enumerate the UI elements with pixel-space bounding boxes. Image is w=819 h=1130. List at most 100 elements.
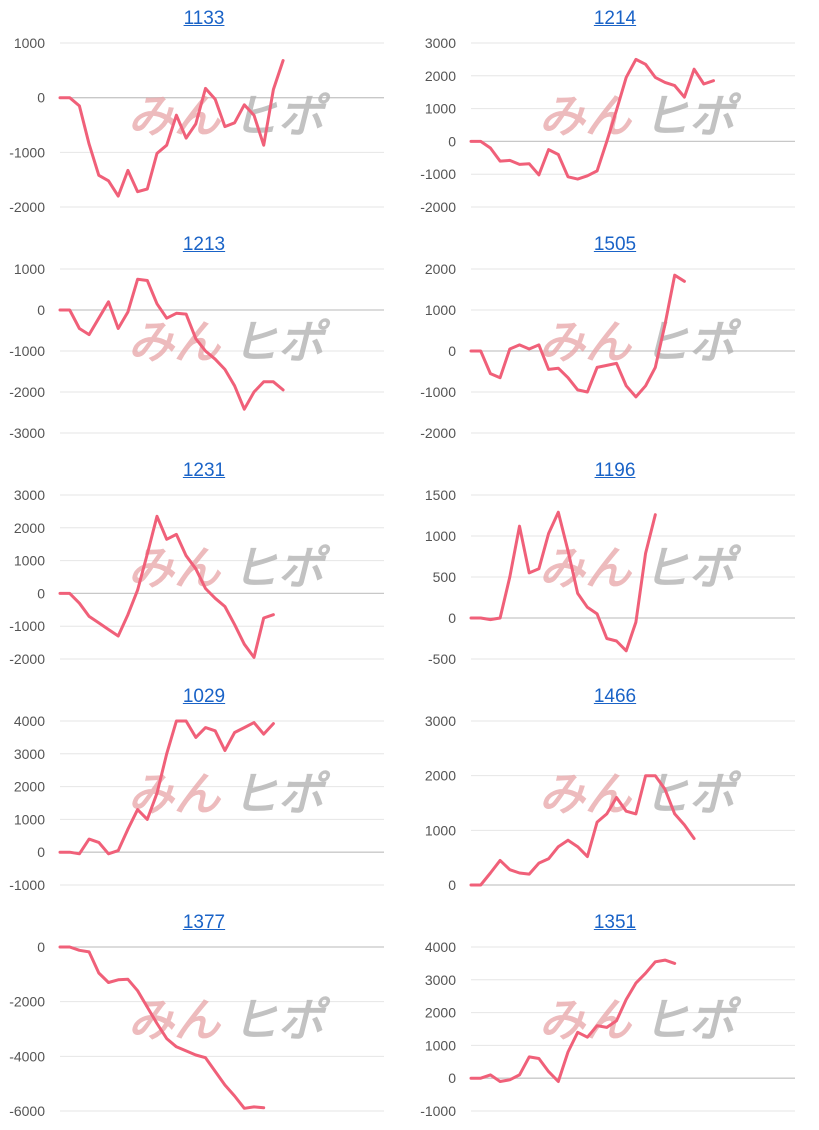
watermark-logo: みん ヒポ bbox=[128, 315, 331, 369]
chart-title-link[interactable]: 1133 bbox=[183, 8, 225, 29]
y-tick-label: 2000 bbox=[425, 68, 456, 84]
y-tick-label: 0 bbox=[37, 844, 45, 860]
svg-text:ヒポ: ヒポ bbox=[643, 541, 742, 595]
series-line bbox=[58, 514, 275, 659]
y-tick-label: 0 bbox=[37, 90, 45, 106]
line-chart: 3000 2000 1000 0 -1000 -2000 みん ヒポ bbox=[9, 487, 384, 667]
line-chart: 1000 0 -1000 -2000 みん ヒポ bbox=[9, 35, 384, 215]
watermark-logo: みん ヒポ bbox=[128, 89, 331, 143]
svg-text:みん: みん bbox=[539, 767, 633, 821]
svg-text:ヒポ: ヒポ bbox=[232, 315, 331, 369]
chart-title-link[interactable]: 1213 bbox=[182, 234, 226, 255]
chart-title-link[interactable]: 1466 bbox=[593, 686, 637, 707]
series-line bbox=[469, 57, 715, 181]
y-tick-label: 500 bbox=[433, 569, 457, 585]
y-tick-label: 0 bbox=[448, 610, 456, 626]
y-tick-label: 1000 bbox=[425, 302, 456, 318]
y-tick-label: -2000 bbox=[420, 425, 456, 441]
line-chart: 1500 1000 500 0 -500 みん ヒポ bbox=[425, 487, 795, 667]
chart-panel-1214: 3000 2000 1000 0 -1000 -2000 みん ヒポ 1214 bbox=[411, 0, 819, 226]
chart-panel-1466: 3000 2000 1000 0 みん ヒポ 1466 bbox=[411, 678, 819, 904]
y-tick-label: 1000 bbox=[14, 35, 45, 51]
chart-title-link[interactable]: 1029 bbox=[182, 686, 226, 707]
watermark-logo: みん ヒポ bbox=[539, 315, 742, 369]
y-tick-label: 3000 bbox=[14, 487, 45, 503]
y-tick-label: -1000 bbox=[420, 1103, 456, 1119]
chart-title-link[interactable]: 1231 bbox=[182, 460, 226, 481]
y-tick-label: 4000 bbox=[14, 713, 45, 729]
watermark-logo: みん ヒポ bbox=[128, 541, 331, 595]
svg-text:みん: みん bbox=[539, 89, 633, 143]
series-line bbox=[58, 719, 275, 856]
svg-text:みん: みん bbox=[539, 993, 633, 1047]
chart-title-link[interactable]: 1351 bbox=[593, 912, 637, 933]
y-tick-label: -2000 bbox=[9, 994, 45, 1010]
y-tick-label: -1000 bbox=[420, 384, 456, 400]
chart-panel-1377: 0 -2000 -4000 -6000 みん ヒポ 1377 bbox=[0, 904, 408, 1130]
y-tick-label: -4000 bbox=[9, 1048, 45, 1064]
chart-panel-1133: 1000 0 -1000 -2000 みん ヒポ 1133 bbox=[0, 0, 408, 226]
y-tick-label: 1000 bbox=[425, 528, 456, 544]
y-tick-label: 1000 bbox=[14, 811, 45, 827]
line-chart: 0 -2000 -4000 -6000 みん ヒポ bbox=[9, 939, 384, 1119]
chart-title-link[interactable]: 1214 bbox=[593, 8, 637, 29]
y-tick-label: -2000 bbox=[9, 651, 45, 667]
y-tick-label: 1500 bbox=[425, 487, 456, 503]
y-tick-label: -6000 bbox=[9, 1103, 45, 1119]
svg-text:ヒポ: ヒポ bbox=[643, 767, 742, 821]
y-tick-label: 0 bbox=[37, 585, 45, 601]
chart-title-link[interactable]: 1196 bbox=[594, 460, 636, 481]
y-tick-label: -500 bbox=[428, 651, 456, 667]
y-tick-label: -2000 bbox=[9, 199, 45, 215]
series-line bbox=[469, 273, 686, 399]
y-tick-label: 3000 bbox=[14, 746, 45, 762]
series-line bbox=[58, 945, 266, 1110]
chart-panel-1231: 3000 2000 1000 0 -1000 -2000 みん ヒポ 1231 bbox=[0, 452, 408, 678]
chart-panel-1196: 1500 1000 500 0 -500 みん ヒポ 1196 bbox=[411, 452, 819, 678]
y-tick-label: -1000 bbox=[420, 166, 456, 182]
chart-panel-1029: 4000 3000 2000 1000 0 -1000 みん ヒポ 1029 bbox=[0, 678, 408, 904]
watermark-logo: みん ヒポ bbox=[539, 541, 742, 595]
chart-title-link[interactable]: 1505 bbox=[593, 234, 637, 255]
chart-panel-1213: 1000 0 -1000 -2000 -3000 みん ヒポ 1213 bbox=[0, 226, 408, 452]
svg-text:ヒポ: ヒポ bbox=[232, 541, 331, 595]
y-tick-label: 2000 bbox=[14, 520, 45, 536]
y-tick-label: -2000 bbox=[9, 384, 45, 400]
y-tick-label: -1000 bbox=[9, 618, 45, 634]
y-tick-label: -2000 bbox=[420, 199, 456, 215]
y-tick-label: 1000 bbox=[425, 822, 456, 838]
y-tick-label: 1000 bbox=[14, 553, 45, 569]
chart-title-link[interactable]: 1377 bbox=[182, 912, 226, 933]
watermark-logo: みん ヒポ bbox=[128, 767, 331, 821]
y-tick-label: 1000 bbox=[14, 261, 45, 277]
line-chart: 2000 1000 0 -1000 -2000 みん ヒポ bbox=[420, 261, 795, 441]
svg-text:ヒポ: ヒポ bbox=[643, 89, 742, 143]
y-tick-label: 0 bbox=[37, 939, 45, 955]
series-line bbox=[469, 958, 677, 1083]
y-tick-label: -3000 bbox=[9, 425, 45, 441]
chart-panel-1351: 4000 3000 2000 1000 0 -1000 みん ヒポ 1351 bbox=[411, 904, 819, 1130]
y-tick-label: 1000 bbox=[425, 1037, 456, 1053]
y-tick-label: 2000 bbox=[14, 779, 45, 795]
y-tick-label: 1000 bbox=[425, 101, 456, 117]
line-chart: 3000 2000 1000 0 -1000 -2000 みん ヒポ bbox=[420, 35, 795, 215]
svg-text:みん: みん bbox=[539, 541, 633, 595]
line-chart: 4000 3000 2000 1000 0 -1000 みん ヒポ bbox=[9, 713, 384, 893]
y-tick-label: 2000 bbox=[425, 1005, 456, 1021]
y-tick-label: 0 bbox=[448, 343, 456, 359]
svg-text:ヒポ: ヒポ bbox=[232, 89, 331, 143]
series-line bbox=[469, 510, 657, 653]
y-tick-label: 0 bbox=[448, 877, 456, 893]
y-tick-label: 0 bbox=[448, 133, 456, 149]
line-chart: 3000 2000 1000 0 みん ヒポ bbox=[425, 713, 795, 893]
y-tick-label: -1000 bbox=[9, 144, 45, 160]
series-line bbox=[469, 774, 696, 887]
y-tick-label: 0 bbox=[37, 302, 45, 318]
watermark-logo: みん ヒポ bbox=[128, 993, 331, 1047]
svg-text:みん: みん bbox=[128, 767, 222, 821]
line-chart: 4000 3000 2000 1000 0 -1000 みん ヒポ bbox=[420, 939, 795, 1119]
y-tick-label: 3000 bbox=[425, 713, 456, 729]
y-tick-label: 3000 bbox=[425, 972, 456, 988]
series-line bbox=[58, 59, 285, 198]
y-tick-label: 2000 bbox=[425, 768, 456, 784]
